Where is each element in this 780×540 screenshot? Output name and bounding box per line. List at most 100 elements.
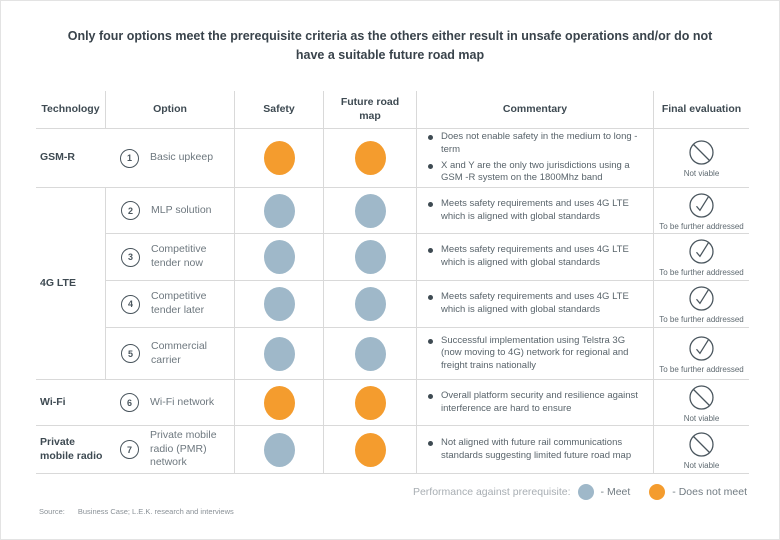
commentary-text: Overall platform security and resilience… — [441, 389, 638, 414]
technology-label-4g-lte: 4G LTE — [36, 188, 105, 380]
option-cell: 5 Commercial carrier — [105, 328, 234, 380]
future-roadmap-rating-cell — [323, 188, 416, 234]
final-evaluation-cell: Not viable — [653, 380, 749, 426]
not-viable-icon — [689, 140, 714, 165]
option-label: MLP solution — [151, 203, 212, 216]
commentary-bullet: X and Y are the only two jurisdictions u… — [428, 160, 645, 185]
final-evaluation-cell: To be further addressed — [653, 188, 749, 234]
evaluation-caption: Not viable — [683, 460, 720, 470]
option-number-badge: 5 — [121, 344, 140, 363]
source-note: Source: Business Case; L.E.K. research a… — [39, 507, 234, 516]
meet-dot-icon — [577, 484, 594, 500]
safety-rating-dot — [263, 385, 295, 420]
commentary-cell: Does not enable safety in the medium to … — [416, 129, 653, 188]
bullet-icon — [428, 135, 433, 141]
option-cell: 6 Wi-Fi network — [105, 380, 234, 426]
future-roadmap-rating-cell — [323, 328, 416, 380]
technology-label-private-mobile-radio: Private mobile radio — [36, 426, 105, 474]
column-header-commentary: Commentary — [416, 91, 653, 129]
evaluation-icon-wrap — [686, 333, 717, 364]
option-cell: 2 MLP solution — [105, 188, 234, 234]
legend-does-not-meet-label: - Does not meet — [672, 486, 747, 498]
option-number-badge: 1 — [120, 148, 139, 168]
column-header-future-road-map: Future road map — [323, 91, 416, 129]
safety-rating-dot — [263, 287, 295, 321]
legend-meet-label: - Meet — [600, 486, 631, 498]
safety-rating-dot — [263, 336, 295, 371]
option-label: Basic upkeep — [150, 151, 214, 164]
evaluation-caption: To be further addressed — [659, 268, 744, 278]
column-header-safety: Safety — [234, 91, 323, 129]
column-header-final-evaluation: Final evaluation — [653, 91, 749, 129]
commentary-bullet: Meets safety requirements and uses 4G LT… — [428, 244, 645, 269]
check-icon — [689, 286, 714, 311]
evaluation-icon-wrap — [686, 429, 717, 460]
evaluation-caption: To be further addressed — [659, 364, 744, 374]
safety-rating-cell — [234, 234, 323, 281]
technology-label-wi-fi: Wi-Fi — [36, 380, 105, 426]
not-viable-icon — [689, 432, 714, 457]
bullet-icon — [428, 248, 433, 254]
option-number-badge: 3 — [121, 247, 140, 267]
check-icon — [689, 193, 714, 218]
final-evaluation-cell: To be further addressed — [653, 234, 749, 281]
future-roadmap-rating-cell — [323, 426, 416, 474]
evaluation-icon-wrap — [686, 382, 717, 413]
commentary-text: Meets safety requirements and uses 4G LT… — [441, 197, 629, 222]
commentary-bullet: Meets safety requirements and uses 4G LT… — [428, 291, 645, 316]
commentary-text: Does not enable safety in the medium to … — [441, 131, 638, 155]
option-number-badge: 2 — [121, 201, 140, 220]
technology-label-gsm-r: GSM-R — [36, 129, 105, 188]
final-evaluation-cell: Not viable — [653, 426, 749, 474]
commentary-text: Successful implementation using Telstra … — [441, 334, 629, 371]
column-header-option: Option — [105, 91, 234, 129]
future-roadmap-rating-cell — [323, 281, 416, 328]
safety-rating-cell — [234, 380, 323, 426]
commentary-cell: Meets safety requirements and uses 4G LT… — [416, 188, 653, 234]
evaluation-icon-wrap — [686, 283, 717, 314]
check-icon — [689, 336, 714, 361]
safety-rating-cell — [234, 328, 323, 380]
bullet-icon — [428, 440, 433, 446]
safety-rating-dot — [263, 240, 295, 274]
option-cell: 7 Private mobile radio (PMR) network — [105, 426, 234, 474]
check-icon — [689, 239, 714, 264]
evaluation-caption: To be further addressed — [659, 221, 744, 231]
evaluation-icon-wrap — [686, 236, 717, 267]
evaluation-caption: To be further addressed — [659, 315, 744, 325]
legend-label: Performance against prerequisite: — [412, 486, 571, 498]
evaluation-caption: Not viable — [683, 413, 720, 423]
future-roadmap-rating-dot — [354, 193, 386, 228]
source-label: Source: — [39, 507, 65, 516]
bullet-icon — [428, 201, 433, 207]
future-roadmap-rating-dot — [354, 432, 386, 467]
source-text: Business Case; L.E.K. research and inter… — [77, 507, 234, 516]
commentary-bullet: Not aligned with future rail communicati… — [428, 437, 645, 462]
commentary-text: Not aligned with future rail communicati… — [441, 436, 632, 461]
evaluation-caption: Not viable — [683, 169, 720, 179]
final-evaluation-cell: To be further addressed — [653, 281, 749, 328]
future-roadmap-rating-dot — [354, 336, 386, 371]
evaluation-icon-wrap — [686, 137, 717, 168]
page-title: Only four options meet the prerequisite … — [67, 29, 713, 63]
evaluation-icon-wrap — [686, 190, 717, 221]
future-roadmap-rating-dot — [354, 385, 386, 420]
safety-rating-dot — [263, 432, 295, 467]
future-roadmap-rating-dot — [354, 240, 386, 274]
commentary-cell: Not aligned with future rail communicati… — [416, 426, 653, 474]
future-roadmap-rating-dot — [354, 287, 386, 321]
bullet-icon — [428, 393, 433, 399]
option-number-badge: 6 — [120, 393, 139, 412]
future-roadmap-rating-cell — [323, 380, 416, 426]
option-label: Commercial carrier — [151, 339, 208, 366]
future-roadmap-rating-cell — [323, 129, 416, 188]
commentary-text: Meets safety requirements and uses 4G LT… — [441, 244, 629, 268]
commentary-cell: Meets safety requirements and uses 4G LT… — [416, 234, 653, 281]
safety-rating-cell — [234, 129, 323, 188]
commentary-bullet: Successful implementation using Telstra … — [428, 335, 645, 373]
option-number-badge: 7 — [120, 440, 139, 459]
option-label: Competitive tender later — [151, 290, 207, 316]
commentary-cell: Overall platform security and resilience… — [416, 380, 653, 426]
commentary-bullet: Meets safety requirements and uses 4G LT… — [428, 198, 645, 223]
